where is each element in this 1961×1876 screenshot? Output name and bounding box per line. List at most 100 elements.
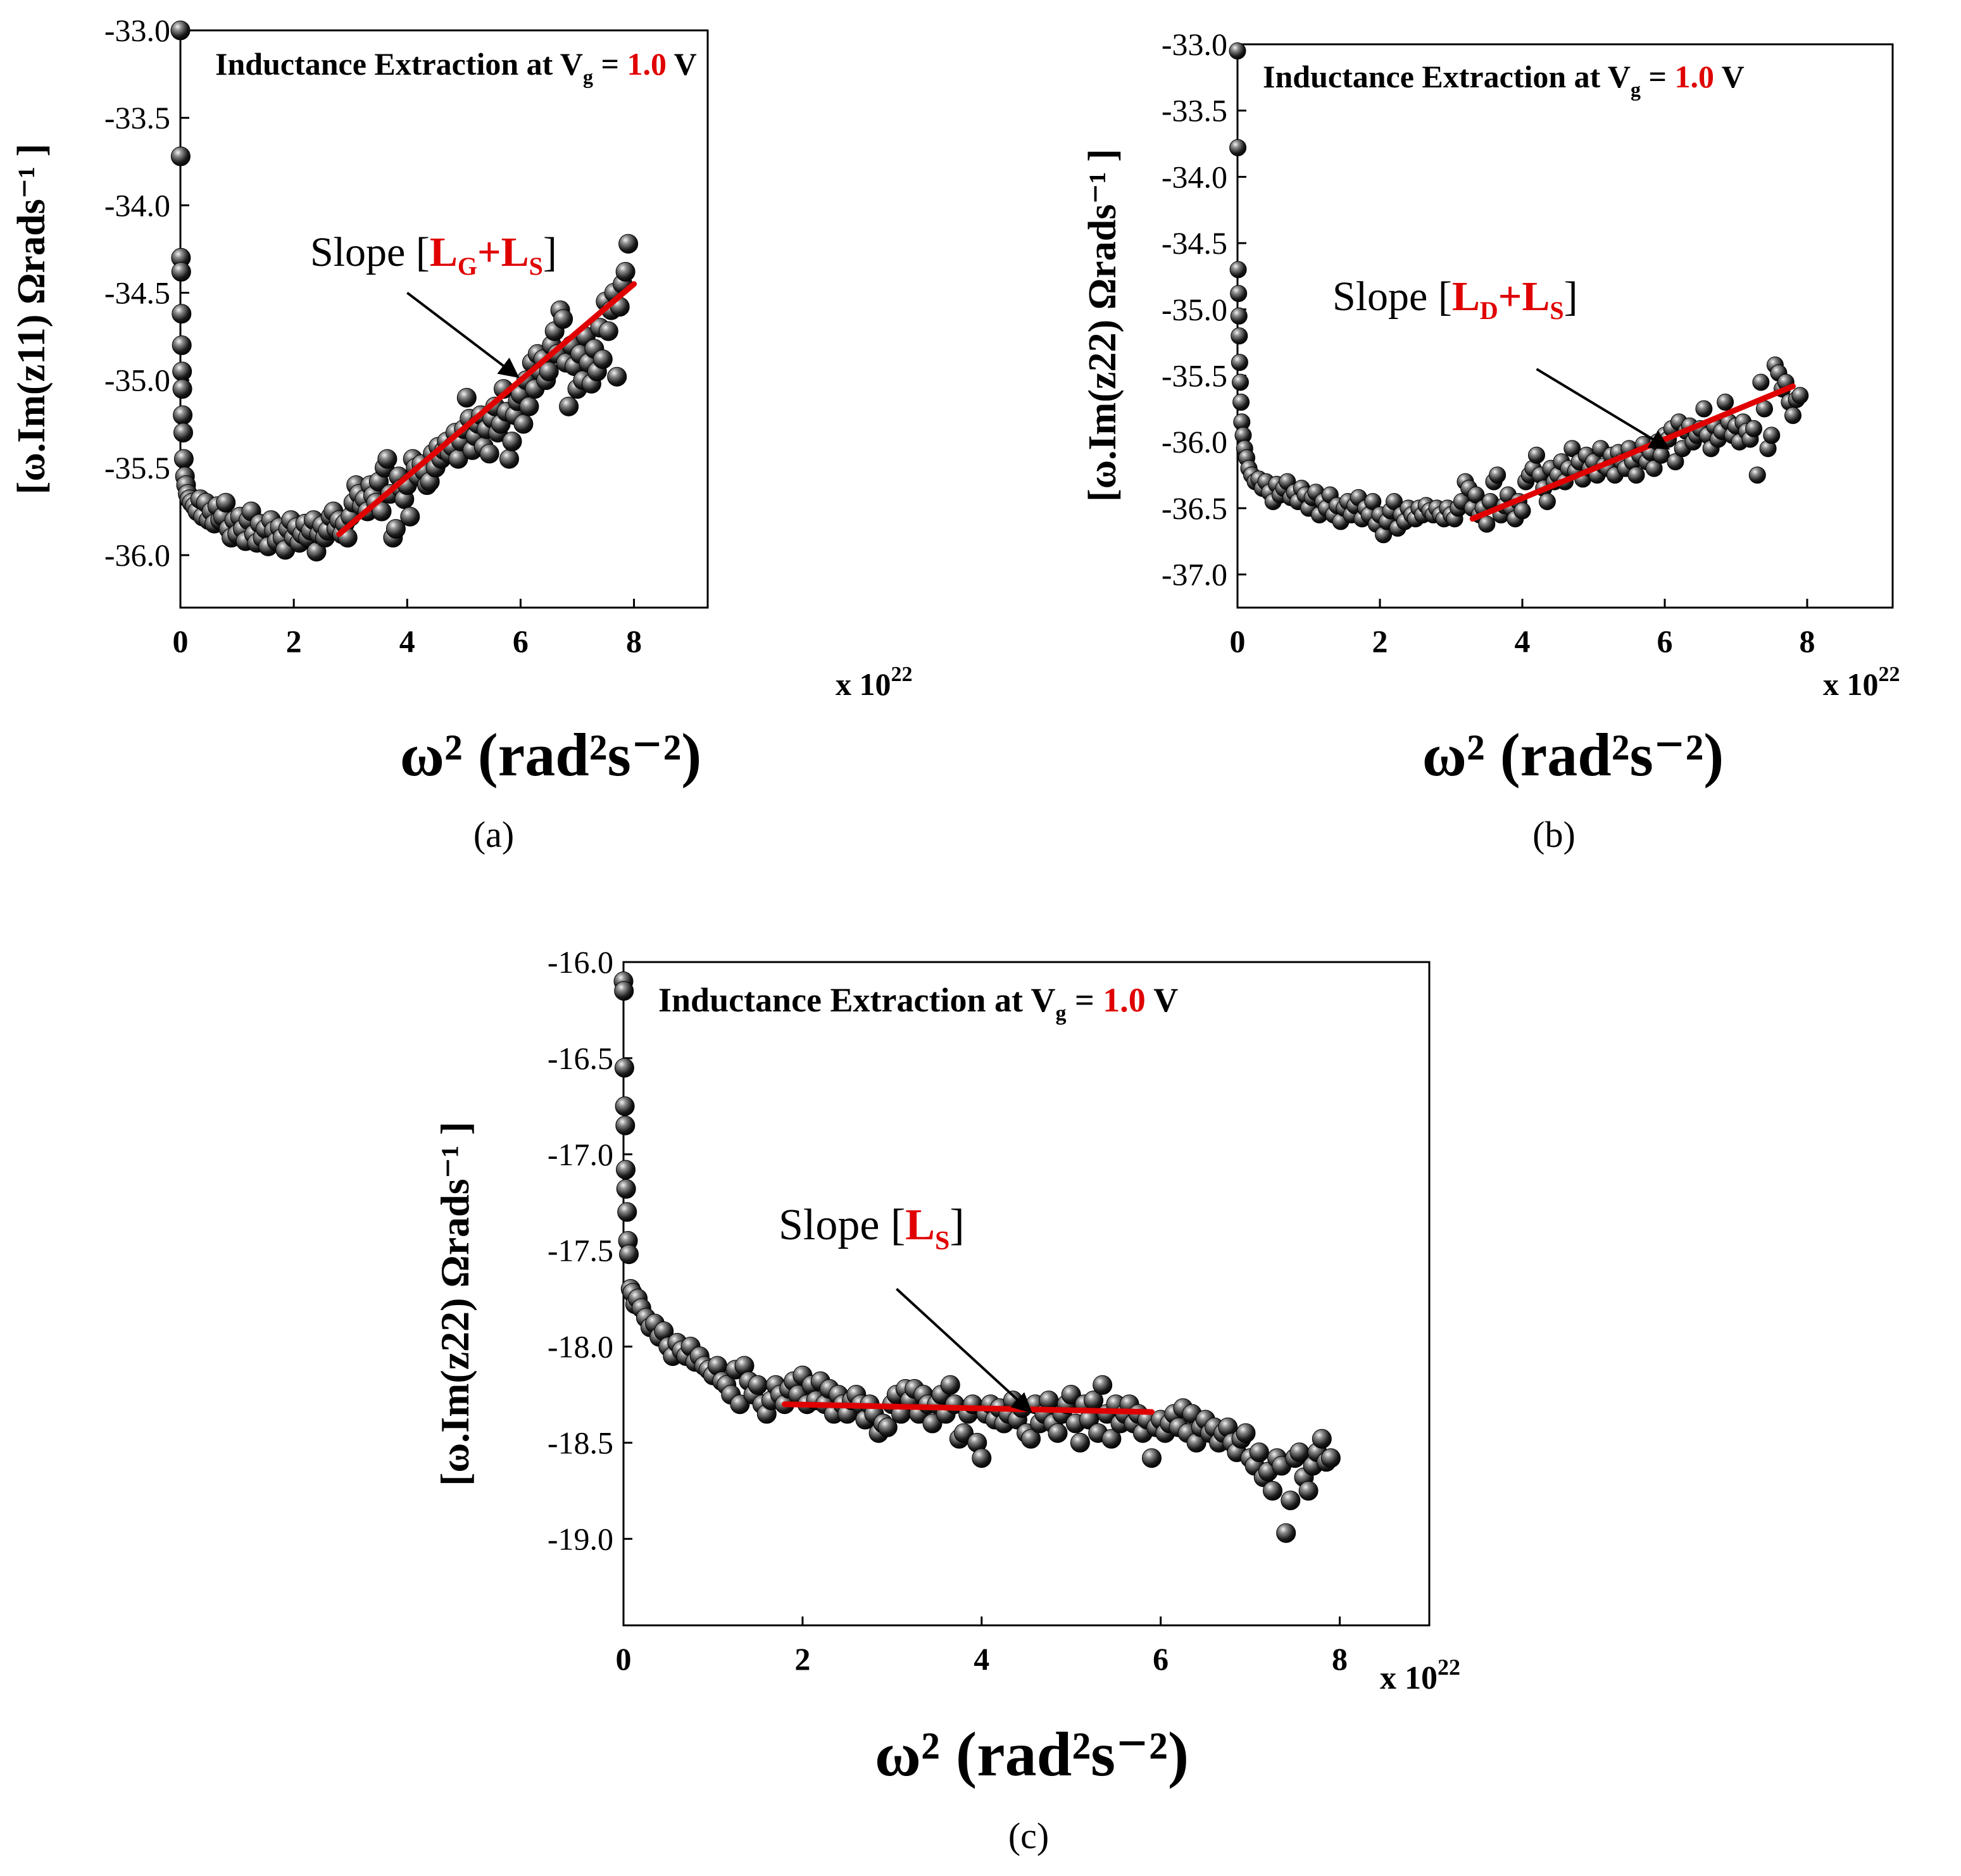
data-point [1320, 1448, 1341, 1468]
data-point [1364, 493, 1382, 510]
data-point [1489, 466, 1507, 484]
x-tick-label: 0 [173, 623, 189, 659]
annotation: Inductance Extraction at Vg = 1.0 V [215, 46, 697, 88]
data-point [1281, 1491, 1301, 1511]
data-point [1791, 387, 1809, 404]
slope-arrow [1536, 368, 1670, 450]
data-point [513, 414, 534, 434]
data-point [173, 423, 193, 443]
data-point [172, 379, 192, 399]
panel-label: (b) [1532, 814, 1576, 855]
data-point [607, 366, 627, 387]
y-tick-label: -33.0 [104, 13, 170, 48]
plot-frame [1236, 43, 1894, 609]
x-axis-label: ω² (rad²s⁻²) [400, 721, 701, 789]
data-point [456, 387, 477, 408]
data-point [616, 1160, 636, 1180]
data-point [940, 1375, 960, 1395]
data-point [519, 396, 539, 416]
x-tick-label: 8 [1332, 1641, 1348, 1677]
data-point [1386, 493, 1403, 510]
data-point [1070, 1432, 1090, 1453]
data-point [1695, 400, 1713, 418]
data-point [1236, 1423, 1256, 1443]
data-point [559, 396, 579, 416]
y-tick-label: -36.0 [104, 537, 170, 573]
panel-label: (a) [473, 814, 514, 855]
data-point [1752, 373, 1770, 391]
data-point [539, 361, 559, 382]
y-tick-label: -18.0 [548, 1329, 613, 1365]
data-point [1563, 440, 1581, 458]
y-tick-label: -33.0 [1162, 27, 1227, 62]
y-tick-label: -35.5 [1162, 358, 1227, 394]
x-tick-label: 0 [616, 1641, 632, 1677]
fit-line [336, 281, 637, 537]
data-point [877, 1417, 898, 1437]
data-point [1763, 427, 1781, 444]
data-point [1298, 1480, 1319, 1501]
data-point [748, 1375, 768, 1395]
data-point [171, 261, 191, 282]
y-axis-label: [ω.Im(z22) Ωrads⁻¹ ] [1081, 149, 1124, 502]
y-tick-label: -34.0 [1162, 159, 1227, 194]
data-point [1645, 460, 1663, 477]
y-tick-label: -37.0 [1162, 557, 1227, 592]
data-point [598, 321, 618, 341]
annotation: Inductance Extraction at Vg = 1.0 V [658, 981, 1178, 1025]
y-tick-label: -16.5 [548, 1041, 613, 1076]
chart-panel-c: 0 2 4 6 8 -16.0 -16.5 -17.0 -17.5 -18.0 -18.5 -19.0… [432, 944, 1460, 1856]
data-point [1467, 486, 1485, 504]
data-point [1784, 406, 1801, 424]
data-point [385, 519, 406, 539]
data-point [1627, 466, 1645, 484]
slope-arrow [896, 1287, 1032, 1413]
data-point [922, 1413, 943, 1434]
data-point [499, 449, 519, 469]
data-point [377, 449, 398, 469]
x-axis-label: ω² (rad²s⁻²) [1422, 721, 1724, 789]
y-tick-label: -17.0 [548, 1137, 613, 1172]
data-point [1230, 307, 1248, 325]
x-tick-label: 6 [513, 623, 529, 659]
x-tick-label: 4 [1515, 623, 1531, 659]
data-point [1142, 1448, 1162, 1468]
y-tick-label: -35.0 [1162, 292, 1227, 327]
data-point [1745, 420, 1763, 437]
data-point [172, 335, 192, 355]
data-point [1230, 285, 1248, 303]
fit-line [1469, 383, 1796, 522]
data-point [553, 309, 573, 329]
data-point [1748, 466, 1766, 484]
data-point [1093, 1375, 1113, 1395]
data-point [1229, 261, 1247, 278]
data-point [1538, 493, 1556, 510]
data-point [1229, 139, 1247, 156]
chart-panel-a: 0 2 4 6 8 -33.0 -33.5 -34.0 -34.5 -35.0 -35.5 -36.0… [10, 13, 913, 855]
data-point [172, 361, 192, 382]
data-point [615, 261, 636, 282]
y-tick-label: -36.5 [1162, 491, 1227, 526]
data-point [502, 432, 522, 451]
slope-arrow [406, 291, 520, 378]
data-point [954, 1423, 974, 1443]
data-point [1717, 393, 1734, 411]
data-point [1513, 502, 1531, 520]
annotation: Inductance Extraction at Vg = 1.0 V [1263, 59, 1745, 101]
x-multiplier: x 1022 [1380, 1654, 1460, 1696]
y-axis-label: [ω.Im(z11) Ωrads⁻¹ ] [10, 144, 53, 494]
data-point [1276, 1523, 1296, 1543]
data-point [1048, 1423, 1068, 1443]
panel-label: (c) [1008, 1815, 1049, 1856]
x-multiplier: x 1022 [836, 663, 913, 702]
y-tick-label: -19.0 [548, 1521, 613, 1556]
y-tick-label: -16.0 [548, 944, 613, 980]
data-point [170, 20, 191, 41]
y-tick-label: -34.5 [104, 275, 170, 311]
data-point [400, 506, 420, 527]
data-point [170, 146, 191, 166]
data-point [173, 405, 193, 425]
data-point [216, 492, 236, 513]
data-point [1249, 1442, 1269, 1463]
data-point [372, 501, 392, 522]
